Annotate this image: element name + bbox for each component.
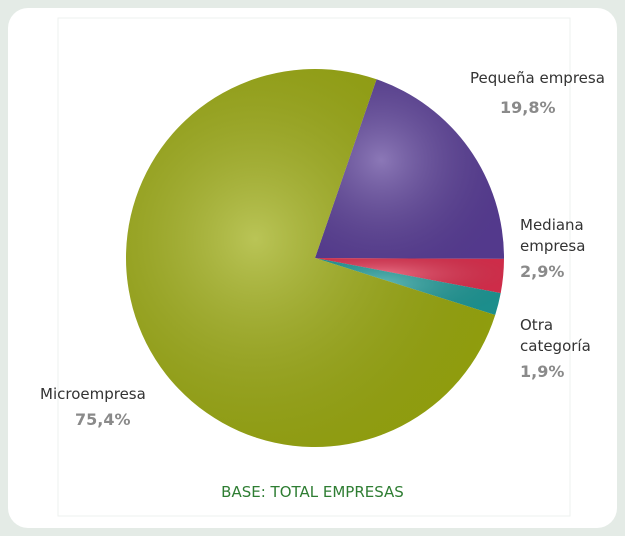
value-label: 19,8% bbox=[500, 98, 556, 117]
note: BASE: TOTAL EMPRESAS bbox=[221, 483, 404, 501]
slice-label: Pequeña empresa bbox=[470, 69, 605, 87]
value-label: 2,9% bbox=[520, 262, 565, 281]
slice-label: Mediana empresa bbox=[520, 216, 586, 255]
slice-label: Microempresa bbox=[40, 385, 146, 403]
value-label: 1,9% bbox=[520, 362, 565, 381]
value-label: 75,4% bbox=[75, 410, 131, 429]
slice-label: Otra categoría bbox=[520, 316, 591, 355]
frame bbox=[57, 17, 571, 517]
